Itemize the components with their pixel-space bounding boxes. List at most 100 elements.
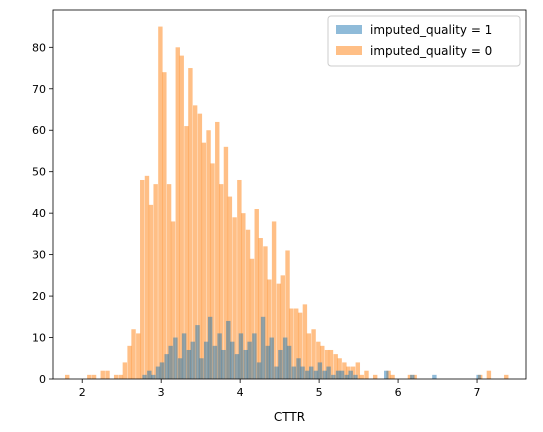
- bar-series1-bin-12: [144, 175, 150, 379]
- bar-series0-bin-35: [296, 358, 301, 379]
- bar-series1-bin-24: [197, 113, 203, 380]
- bar-series0-bin-47: [348, 370, 353, 379]
- bar-series0-bin-25: [252, 333, 257, 379]
- bar-series1-bin-8: [127, 345, 132, 379]
- bar-series1-bin-44: [285, 250, 290, 379]
- bar-series0-bin-49: [384, 370, 389, 379]
- bar-series1-bin-46: [294, 308, 299, 379]
- bar-series1-bin-55: [333, 354, 338, 379]
- bar-series1-bin-31: [227, 196, 233, 379]
- bar-series1-bin-50: [311, 329, 316, 379]
- bar-series0-bin-43: [331, 374, 336, 379]
- bar-series0-bin-8: [177, 358, 183, 379]
- bar-series1-bin-56: [337, 358, 342, 379]
- bar-series1-bin-26: [206, 130, 211, 379]
- bar-series0-bin-10: [186, 349, 192, 379]
- legend-swatch-1: [336, 46, 362, 55]
- bar-series0-bin-41: [322, 370, 327, 379]
- bar-series0-bin-3: [155, 366, 161, 379]
- bar-series0-bin-30: [274, 366, 279, 379]
- bar-series0-bin-19: [226, 320, 231, 379]
- bar-series1-bin-32: [232, 217, 237, 379]
- legend-label-1: imputed_quality = 0: [370, 44, 492, 58]
- bar-series1-bin-49: [306, 333, 312, 379]
- bar-series1-bin-13: [148, 204, 154, 379]
- bar-series1-bin-64: [386, 370, 391, 379]
- bar-series1-bin-58: [346, 366, 351, 379]
- bar-series0-bin-27: [260, 316, 266, 379]
- bar-series1-bin-20: [179, 55, 184, 380]
- bar-series1-bin-40: [267, 279, 272, 379]
- bar-series1-bin-14: [153, 184, 158, 379]
- bar-series1-bin-19: [175, 47, 180, 380]
- bar-series0-bin-1: [147, 370, 152, 379]
- bar-series1-bin-63: [372, 374, 378, 379]
- bar-series1-bin-1: [87, 374, 92, 379]
- bar-series0-bin-29: [269, 337, 274, 379]
- bar-series1-bin-15: [158, 26, 163, 380]
- bar-series0-bin-13: [199, 358, 204, 379]
- bar-series0-bin-38: [309, 366, 314, 379]
- y-tick-label-4: 40: [32, 207, 46, 220]
- bar-series0-bin-40: [317, 362, 323, 379]
- bar-series1-bin-34: [241, 213, 246, 379]
- bar-series1-bin-60: [355, 362, 361, 379]
- bar-series0-bin-15: [207, 316, 213, 379]
- bar-series1-bin-5: [113, 374, 119, 379]
- bar-series1-bin-48: [302, 304, 308, 379]
- bar-series1-bin-21: [184, 126, 189, 379]
- bar-series0-bin-33: [286, 345, 292, 379]
- bar-series0-bin-14: [203, 341, 209, 379]
- bar-series1-bin-9: [131, 329, 136, 379]
- x-tick-label-4: 6: [395, 386, 402, 399]
- bar-series1-bin-66: [407, 374, 413, 379]
- bar-series1-bin-0: [65, 374, 70, 379]
- bar-series0-bin-4: [159, 362, 165, 379]
- bar-series1-bin-3: [100, 370, 105, 379]
- bar-series1-bin-28: [215, 121, 220, 379]
- bar-series0-bin-11: [190, 341, 195, 379]
- y-tick-label-7: 70: [32, 83, 46, 96]
- bar-series1-bin-38: [258, 238, 263, 379]
- bar-series1-bin-65: [390, 374, 395, 379]
- bar-series1-bin-45: [289, 308, 294, 379]
- series-imputed-quality-1-bars: [142, 316, 481, 379]
- bar-series0-bin-48: [353, 374, 358, 379]
- bar-series1-bin-69: [486, 370, 492, 379]
- bar-series1-bin-67: [412, 374, 417, 379]
- bar-series1-bin-41: [271, 221, 277, 379]
- bar-series0-bin-20: [230, 341, 235, 379]
- bar-series0-bin-22: [238, 333, 244, 379]
- y-tick-label-8: 80: [32, 41, 46, 54]
- bar-series1-bin-30: [223, 146, 229, 379]
- bar-series1-bin-2: [91, 374, 97, 379]
- bar-series0-bin-5: [164, 354, 169, 379]
- bar-series0-bin-37: [305, 370, 310, 379]
- bar-series1-bin-10: [136, 333, 141, 379]
- bar-series0-bin-26: [256, 362, 262, 379]
- bar-series0-bin-45: [339, 370, 345, 379]
- bar-series0-bin-7: [173, 337, 178, 379]
- bar-series1-bin-4: [105, 370, 110, 379]
- legend: imputed_quality = 1 imputed_quality = 0: [327, 15, 521, 67]
- bar-series1-bin-59: [350, 366, 356, 379]
- x-tick-label-1: 3: [158, 386, 165, 399]
- x-tick-label-3: 5: [316, 386, 323, 399]
- bar-series1-bin-16: [162, 72, 167, 379]
- bar-series0-bin-50: [410, 374, 415, 379]
- bar-series1-bin-36: [249, 258, 255, 379]
- bar-series0-bin-17: [217, 333, 222, 379]
- y-tick-label-2: 20: [32, 290, 46, 303]
- plot-frame: [52, 9, 527, 380]
- bar-series0-bin-32: [282, 337, 288, 379]
- bar-series0-bin-21: [234, 354, 240, 379]
- bar-series1-bin-25: [201, 142, 207, 379]
- bar-series1-bin-6: [118, 374, 124, 379]
- bar-series1-bin-11: [140, 179, 145, 379]
- bar-series1-bin-53: [324, 349, 330, 379]
- bar-series1-bin-54: [328, 349, 334, 379]
- legend-box: [327, 15, 521, 67]
- bar-series1-bin-33: [237, 179, 242, 379]
- bar-series1-bin-52: [320, 345, 325, 379]
